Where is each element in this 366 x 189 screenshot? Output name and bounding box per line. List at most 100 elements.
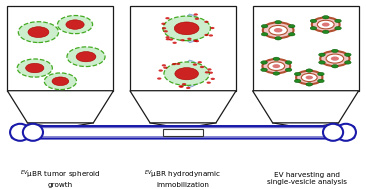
Circle shape (319, 61, 325, 64)
Circle shape (165, 38, 170, 40)
Circle shape (274, 28, 283, 33)
Circle shape (263, 22, 294, 38)
Circle shape (268, 62, 285, 70)
Text: $^{EV}$μBR hydrodynamic
immobilization: $^{EV}$μBR hydrodynamic immobilization (144, 169, 222, 188)
Circle shape (335, 19, 341, 23)
Ellipse shape (323, 124, 343, 141)
Circle shape (296, 71, 322, 84)
Circle shape (163, 16, 210, 41)
Circle shape (331, 57, 339, 61)
Circle shape (261, 61, 267, 64)
Circle shape (179, 85, 183, 88)
Circle shape (306, 76, 313, 79)
Circle shape (18, 22, 59, 43)
Circle shape (193, 40, 198, 42)
Ellipse shape (10, 124, 30, 141)
Wedge shape (183, 14, 206, 43)
Circle shape (17, 59, 52, 77)
Circle shape (66, 20, 84, 29)
Circle shape (301, 73, 317, 82)
Circle shape (318, 72, 324, 76)
Circle shape (179, 85, 184, 88)
Circle shape (273, 72, 280, 75)
Circle shape (176, 63, 180, 65)
Polygon shape (253, 91, 359, 123)
Circle shape (275, 20, 281, 24)
Circle shape (326, 54, 344, 63)
Circle shape (205, 71, 209, 74)
Circle shape (322, 30, 329, 34)
Circle shape (52, 77, 69, 86)
Circle shape (198, 61, 202, 63)
Circle shape (164, 30, 168, 33)
Circle shape (44, 73, 76, 90)
Circle shape (319, 53, 325, 57)
Circle shape (180, 39, 185, 41)
Circle shape (275, 37, 281, 40)
Circle shape (165, 36, 170, 38)
Circle shape (165, 17, 170, 19)
Polygon shape (7, 91, 113, 123)
Wedge shape (183, 60, 205, 87)
Circle shape (285, 68, 292, 71)
Circle shape (306, 69, 313, 72)
Circle shape (294, 72, 301, 76)
Circle shape (26, 63, 44, 73)
FancyBboxPatch shape (15, 128, 351, 137)
Circle shape (161, 23, 166, 25)
Circle shape (186, 87, 190, 89)
Bar (253, 6, 359, 91)
Circle shape (207, 68, 212, 70)
Circle shape (195, 40, 199, 42)
Circle shape (317, 20, 334, 29)
Circle shape (306, 83, 313, 86)
Circle shape (164, 62, 209, 85)
Circle shape (172, 42, 177, 44)
FancyBboxPatch shape (12, 126, 354, 139)
Circle shape (344, 53, 351, 57)
Circle shape (288, 25, 295, 28)
Circle shape (76, 52, 96, 62)
Circle shape (195, 18, 199, 20)
Circle shape (210, 78, 215, 80)
Circle shape (262, 59, 290, 73)
Circle shape (172, 63, 176, 65)
Circle shape (204, 21, 209, 23)
Polygon shape (130, 91, 236, 123)
Circle shape (312, 17, 340, 32)
Text: $^{EV}$μBR tumor spheroid
growth: $^{EV}$μBR tumor spheroid growth (20, 169, 101, 188)
Circle shape (272, 64, 280, 68)
Circle shape (57, 15, 93, 34)
Circle shape (163, 67, 168, 69)
Circle shape (193, 64, 197, 66)
Circle shape (269, 26, 287, 35)
Circle shape (206, 81, 211, 84)
Circle shape (261, 33, 268, 36)
Circle shape (187, 38, 191, 40)
Circle shape (182, 83, 186, 85)
Circle shape (194, 13, 198, 16)
Circle shape (344, 61, 351, 64)
Bar (130, 6, 236, 91)
Circle shape (288, 33, 295, 36)
Circle shape (200, 66, 204, 68)
Circle shape (162, 27, 166, 29)
Circle shape (320, 51, 350, 66)
Circle shape (294, 79, 301, 83)
Circle shape (169, 38, 173, 41)
Circle shape (28, 27, 49, 38)
Circle shape (157, 77, 161, 80)
Circle shape (335, 26, 341, 30)
Text: EV harvesting and
single-vesicle analysis: EV harvesting and single-vesicle analysi… (268, 172, 347, 185)
Circle shape (209, 34, 213, 37)
Circle shape (204, 34, 209, 36)
Circle shape (285, 61, 292, 64)
Ellipse shape (23, 124, 43, 141)
Circle shape (332, 65, 338, 68)
Circle shape (322, 15, 329, 19)
Bar (7, 6, 113, 91)
Circle shape (67, 47, 105, 67)
Circle shape (174, 22, 199, 35)
Circle shape (261, 25, 268, 28)
Ellipse shape (336, 124, 356, 141)
